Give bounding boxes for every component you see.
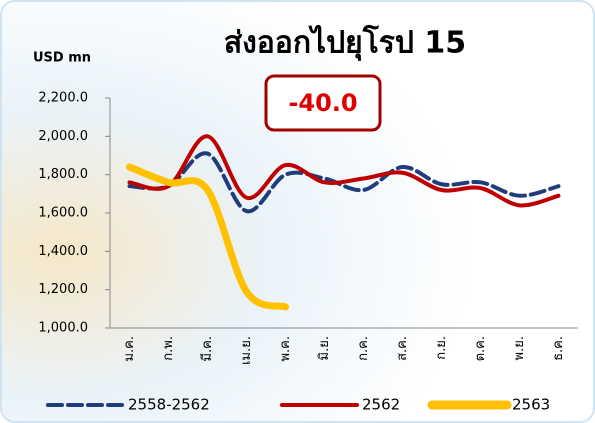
y-tick-label: 1,400.0 xyxy=(38,244,88,259)
y-tick-label: 2,200.0 xyxy=(38,91,88,106)
y-tick-label: 1,600.0 xyxy=(38,206,88,221)
legend-label: 2562 xyxy=(362,396,400,414)
x-tick-label: ก.พ. xyxy=(161,336,176,361)
x-tick-label: พ.ค. xyxy=(278,336,293,362)
y-tick-label: 1,000.0 xyxy=(38,321,88,336)
legend-label: 2558-2562 xyxy=(128,396,210,414)
x-tick-label: ม.ค. xyxy=(122,336,137,362)
page: {"chart_data": {"type": "line", "title":… xyxy=(0,0,595,423)
legend-label: 2563 xyxy=(512,396,550,414)
y-tick-label: 2,000.0 xyxy=(38,129,88,144)
x-tick-label: ธ.ค. xyxy=(551,336,566,361)
x-tick-label: มิ.ย. xyxy=(317,336,332,360)
x-tick-label: มี.ค. xyxy=(199,336,215,362)
x-tick-label: ส.ค. xyxy=(395,336,410,361)
x-tick-label: เม.ย. xyxy=(239,336,254,365)
x-tick-label: พ.ย. xyxy=(512,336,527,360)
x-tick-label: ต.ค. xyxy=(473,336,488,361)
chart: ส่งออกไปยุโรป 15 USD mn -40.0 1,000.0 1,2… xyxy=(0,0,595,423)
y-axis-label: USD mn xyxy=(33,51,91,66)
x-tick-label: ก.ค. xyxy=(356,336,371,361)
annotation: -40.0 xyxy=(288,89,357,117)
y-tick-label: 1,800.0 xyxy=(38,167,88,182)
chart-title: ส่งออกไปยุโรป 15 xyxy=(224,24,466,62)
y-tick-label: 1,200.0 xyxy=(38,282,88,297)
x-tick-label: ก.ย. xyxy=(434,336,449,360)
